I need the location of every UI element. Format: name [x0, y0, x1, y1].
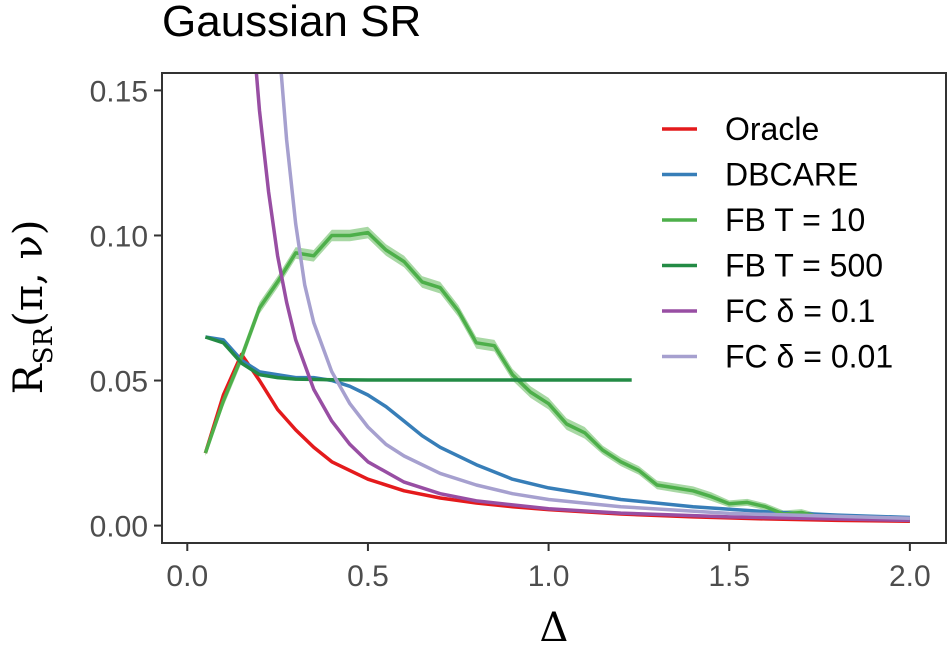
- x-tick-label: 2.0: [889, 560, 931, 593]
- y-tick-label: 0.10: [90, 220, 148, 253]
- y-axis-title-sub: SR: [29, 325, 59, 364]
- x-tick-label: 1.0: [528, 560, 570, 593]
- series-line-fc-0-01: [279, 73, 910, 521]
- y-tick-label: 0.05: [90, 366, 148, 399]
- series-line-fb-t-500: [204, 335, 632, 382]
- legend-label: DBCARE: [725, 157, 858, 193]
- legend: Oracle DBCARE FB T = 10 FB T = 500 FC δ = 0.…: [634, 107, 914, 379]
- series-line-dbcare: [205, 335, 910, 520]
- y-tick-label: 0.00: [90, 511, 148, 544]
- svg-text:RSR(π, ν): RSR(π, ν): [6, 220, 59, 395]
- legend-label: FB T = 500: [725, 248, 883, 284]
- y-axis-title: RSR(π, ν): [6, 220, 59, 395]
- y-axis-title-main: R: [6, 362, 52, 394]
- legend-label: FC δ = 0.01: [725, 339, 893, 375]
- legend-label: Oracle: [725, 111, 819, 147]
- chart-title: Gaussian SR: [162, 0, 421, 46]
- series-line-fb-t-10: [203, 230, 910, 523]
- x-axis: 0.0 0.5 1.0 1.5 2.0: [166, 543, 931, 593]
- series-lines: [203, 73, 910, 523]
- y-tick-label: 0.15: [90, 75, 148, 108]
- x-tick-label: 0.5: [347, 560, 389, 593]
- x-tick-label: 1.5: [708, 560, 750, 593]
- legend-label: FB T = 10: [725, 202, 865, 238]
- x-axis-title: Δ: [540, 605, 569, 650]
- x-tick-label: 0.0: [166, 560, 208, 593]
- y-axis: 0.00 0.05 0.10 0.15: [90, 75, 162, 544]
- series-line-fc-0-1: [254, 73, 910, 523]
- y-axis-title-args: (π, ν): [6, 220, 52, 327]
- legend-label: FC δ = 0.1: [725, 293, 875, 329]
- plot-panel-border: [161, 72, 947, 544]
